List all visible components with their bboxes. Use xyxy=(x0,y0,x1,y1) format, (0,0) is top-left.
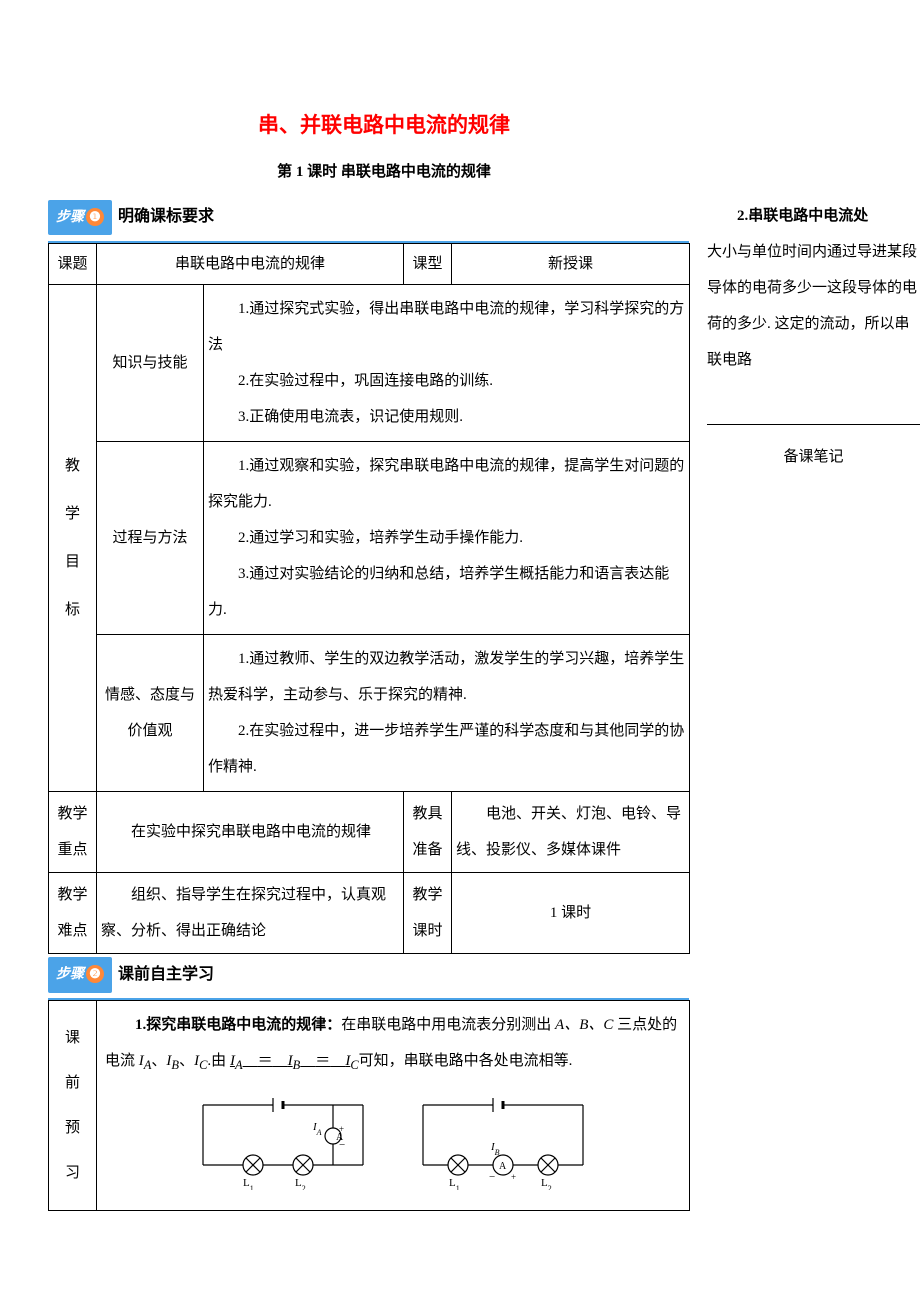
main-column: 步骤❶ 明确课标要求 课题 串联电路中电流的规律 课型 新授课 教 xyxy=(48,198,689,1211)
value-process: 1.通过观察和实验，探究串联电路中电流的规律，提高学生对问题的探究能力. 2.通… xyxy=(204,441,690,634)
circuit-2-icon: A IB − + L1 L2 xyxy=(403,1090,603,1190)
value-preview: 1.探究串联电路中电流的规律：在串联电路中用电流表分别测出 A、B、C 三点处的… xyxy=(97,1001,690,1211)
svg-text:+: + xyxy=(339,1124,344,1134)
label-kp: 教学 重点 xyxy=(49,791,97,872)
label-preview: 课 前 预 习 xyxy=(49,1001,97,1211)
main-wrap: 步骤❶ 明确课标要求 课题 串联电路中电流的规律 课型 新授课 教 xyxy=(48,198,920,1211)
goal-ch-1: 教 xyxy=(65,458,80,474)
tl-1: 教具 xyxy=(413,806,443,822)
hr-1: 教学 xyxy=(413,887,443,903)
tl-2: 准备 xyxy=(413,842,443,858)
label-emotion: 情感、态度与价值观 xyxy=(97,634,204,791)
label-type: 课型 xyxy=(404,243,452,284)
goal-ch-2: 学 xyxy=(65,506,80,522)
df-2: 难点 xyxy=(57,923,87,939)
pv-sa2: A xyxy=(235,1058,243,1072)
label-hours: 教学 课时 xyxy=(404,872,452,953)
value-emotion: 1.通过教师、学生的双边教学活动，激发学生的学习兴趣，培养学生热爱科学，主动参与… xyxy=(204,634,690,791)
value-hours: 1 课时 xyxy=(452,872,690,953)
step-1-header: 步骤❶ 明确课标要求 xyxy=(48,198,689,242)
preview-rest3: 可知，串联电路中各处电流相等. xyxy=(359,1053,573,1069)
svg-text:L1: L1 xyxy=(243,1177,254,1190)
svg-text:L1: L1 xyxy=(449,1177,460,1190)
step-1-title: 明确课标要求 xyxy=(118,198,214,236)
pv-2: 前 xyxy=(65,1075,80,1091)
label-goals: 教 学 目 标 xyxy=(49,284,97,791)
svg-text:+: + xyxy=(511,1172,516,1182)
subtitle: 第 1 课时 串联电路中电流的规律 xyxy=(48,154,720,190)
lesson-table: 课题 串联电路中电流的规律 课型 新授课 教 学 目 标 知识与技能 1.通过探… xyxy=(48,243,690,954)
preview-bold: 1.探究串联电路中电流的规律： xyxy=(135,1017,341,1033)
label-process: 过程与方法 xyxy=(97,441,204,634)
label-topic: 课题 xyxy=(49,243,97,284)
side-notes-label: 备课笔记 xyxy=(707,439,920,475)
svg-text:IB: IB xyxy=(490,1141,500,1157)
step-2-prefix: 步骤 xyxy=(56,967,84,982)
circuit-1-icon: A IA + − L1 L2 xyxy=(183,1090,383,1190)
pv-3: 预 xyxy=(65,1120,80,1136)
page-title: 串、并联电路中电流的规律 xyxy=(48,100,720,150)
pv-sc2: C xyxy=(350,1058,358,1072)
svg-text:L2: L2 xyxy=(295,1177,306,1190)
pv-d1: 、 xyxy=(151,1053,166,1069)
row-emotion: 情感、态度与价值观 1.通过教师、学生的双边教学活动，激发学生的学习兴趣，培养学… xyxy=(49,634,690,791)
svg-text:−: − xyxy=(489,1171,495,1183)
label-df: 教学 难点 xyxy=(49,872,97,953)
side-body: 大小与单位时间内通过导进某段导体的电荷多少一这段导体的电荷的多少. 这定的流动，… xyxy=(707,234,920,378)
pv-4: 习 xyxy=(65,1165,80,1181)
hr-2: 课时 xyxy=(413,923,443,939)
step-2-title: 课前自主学习 xyxy=(118,956,214,994)
value-difficulty: 组织、指导学生在探究过程中，认真观察、分析、得出正确结论 xyxy=(97,872,404,953)
value-tools: 电池、开关、灯泡、电铃、导线、投影仪、多媒体课件 xyxy=(452,791,690,872)
side-bold: 2.串联电路中电流处 xyxy=(737,208,868,224)
preview-rest1: 在串联电路中用电流表分别测出 xyxy=(341,1017,555,1033)
pv-eq2: ＝ xyxy=(315,1053,330,1069)
value-topic: 串联电路中电流的规律 xyxy=(97,243,404,284)
step-2-header: 步骤❷ 课前自主学习 xyxy=(48,956,689,1000)
pv-sb2: B xyxy=(293,1058,301,1072)
step-1-badge: 步骤❶ xyxy=(48,200,112,236)
goal-ch-3: 目 xyxy=(65,554,80,570)
preview-abc: A、B、C xyxy=(555,1017,617,1033)
row-process: 过程与方法 1.通过观察和实验，探究串联电路中电流的规律，提高学生对问题的探究能… xyxy=(49,441,690,634)
goal-ch-4: 标 xyxy=(65,602,80,618)
step-1-prefix: 步骤 xyxy=(56,210,84,225)
circuit-diagrams: A IA + − L1 L2 xyxy=(105,1080,681,1204)
row-knowledge: 教 学 目 标 知识与技能 1.通过探究式实验，得出串联电路中电流的规律，学习科… xyxy=(49,284,690,441)
step-1-num: ❶ xyxy=(86,208,104,226)
row-preview: 课 前 预 习 1.探究串联电路中电流的规律：在串联电路中用电流表分别测出 A、… xyxy=(49,1001,690,1211)
side-column: 2.串联电路中电流处 大小与单位时间内通过导进某段导体的电荷多少一这段导体的电荷… xyxy=(689,198,920,475)
pv-sb: B xyxy=(171,1058,179,1072)
step-2-badge: 步骤❷ xyxy=(48,957,112,993)
df-1: 教学 xyxy=(57,887,87,903)
row-difficulty: 教学 难点 组织、指导学生在探究过程中，认真观察、分析、得出正确结论 教学 课时… xyxy=(49,872,690,953)
svg-text:A: A xyxy=(499,1161,507,1172)
row-topic: 课题 串联电路中电流的规律 课型 新授课 xyxy=(49,243,690,284)
value-type: 新授课 xyxy=(452,243,690,284)
side-note: 2.串联电路中电流处 xyxy=(707,198,920,234)
pv-d2: 、 xyxy=(179,1053,194,1069)
pv-eq1: ＝ xyxy=(258,1053,273,1069)
step-2-num: ❷ xyxy=(86,965,104,983)
kp-1: 教学 xyxy=(57,806,87,822)
value-keypoint: 在实验中探究串联电路中电流的规律 xyxy=(97,791,404,872)
pv-1: 课 xyxy=(65,1030,80,1046)
row-keypoint: 教学 重点 在实验中探究串联电路中电流的规律 教具 准备 电池、开关、灯泡、电铃… xyxy=(49,791,690,872)
svg-text:IA: IA xyxy=(312,1121,322,1137)
svg-text:−: − xyxy=(339,1139,345,1151)
svg-text:L2: L2 xyxy=(541,1177,552,1190)
label-tools: 教具 准备 xyxy=(404,791,452,872)
pv-by: 由 xyxy=(211,1053,230,1069)
value-knowledge: 1.通过探究式实验，得出串联电路中电流的规律，学习科学探究的方法 2.在实验过程… xyxy=(204,284,690,441)
label-knowledge: 知识与技能 xyxy=(97,284,204,441)
kp-2: 重点 xyxy=(57,842,87,858)
preview-table: 课 前 预 习 1.探究串联电路中电流的规律：在串联电路中用电流表分别测出 A、… xyxy=(48,1000,690,1211)
